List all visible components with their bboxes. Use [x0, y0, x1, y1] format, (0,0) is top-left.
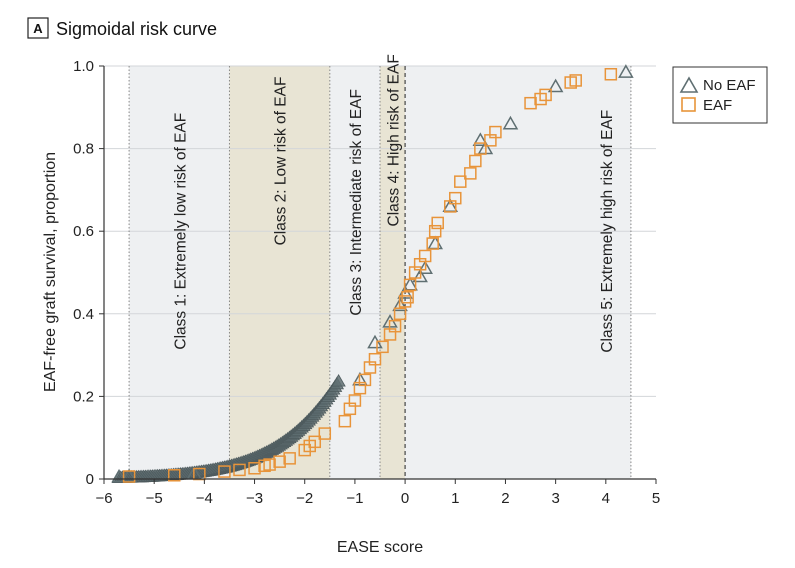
- legend-eaf-label: EAF: [703, 97, 732, 114]
- no-eaf-point-10: [417, 260, 433, 274]
- eaf-point-46: [569, 74, 582, 87]
- eaf-point-32: [428, 224, 442, 238]
- eaf-point-33: [431, 216, 444, 230]
- curve-density-marker-125: [331, 373, 346, 387]
- eaf-point-25: [398, 295, 412, 308]
- eaf-point-21: [376, 340, 389, 354]
- panel-letter-box: [27, 17, 49, 39]
- eaf-point-3: [218, 465, 231, 478]
- y-tick-label-0: 0: [86, 471, 94, 488]
- eaf-point-38: [469, 154, 482, 168]
- eaf-point-26: [401, 291, 414, 304]
- y-tick-label-3: 0.6: [73, 223, 94, 240]
- eaf-point-0: [122, 470, 136, 483]
- eaf-point-1: [168, 469, 181, 482]
- no-eaf-point-15: [502, 115, 519, 130]
- class-label-3: Class 3: Intermediate risk of EAF: [348, 89, 365, 316]
- y-axis-title: EAF-free graft survival, proportion: [42, 152, 59, 392]
- class-region-4: [380, 66, 406, 479]
- x-tick-label-2: −4: [196, 490, 213, 507]
- x-tick-label-0: −6: [95, 490, 112, 507]
- class-region-1: [129, 66, 230, 479]
- x-tick-labels: −6 −5 −4 −3 −2 −1 0 1 2 3 4 5: [95, 490, 660, 507]
- eaf-point-30: [418, 249, 432, 263]
- y-tick-labels: 0 0.2 0.4 0.6 0.8 1.0: [73, 58, 94, 488]
- x-tick-label-7: 1: [451, 490, 459, 507]
- eaf-point-31: [426, 237, 439, 250]
- no-eaf-point-16: [547, 78, 564, 93]
- legend-no-eaf-triangle-icon: [679, 76, 699, 93]
- legend-eaf-square-icon: [681, 97, 696, 112]
- class-label-2: Class 2: Low risk of EAF: [273, 77, 290, 246]
- x-tick-label-1: −5: [146, 490, 163, 507]
- eaf-point-23: [388, 319, 402, 333]
- x-tick-label-11: 5: [652, 490, 660, 507]
- eaf-point-47: [604, 68, 618, 81]
- class-regions: [129, 66, 631, 479]
- x-tick-label-8: 2: [501, 490, 509, 507]
- panel-title: Sigmoidal risk curve: [56, 19, 217, 39]
- x-tick-label-9: 3: [551, 490, 559, 507]
- y-tick-label-4: 0.8: [73, 141, 94, 158]
- y-tick-label-5: 1.0: [73, 58, 94, 75]
- panel-letter: A: [33, 21, 43, 36]
- eaf-point-39: [474, 142, 487, 155]
- legend-box: [672, 66, 768, 124]
- legend-no-eaf-label: No EAF: [703, 77, 756, 94]
- no-eaf-point-6: [392, 297, 408, 312]
- eaf-point-7: [263, 458, 276, 471]
- class-label-4: Class 4: High risk of EAF: [386, 54, 403, 226]
- eaf-point-14: [338, 414, 352, 428]
- class-boundary-lines: [128, 66, 632, 479]
- class-region-5: [405, 66, 631, 479]
- eaf-point-44: [539, 88, 552, 102]
- eaf-point-18: [358, 373, 372, 387]
- class-label-1: Class 1: Extremely low risk of EAF: [172, 113, 189, 350]
- x-tick-label-4: −2: [296, 490, 313, 507]
- eaf-point-5: [248, 462, 261, 475]
- x-tick-label-5: −1: [346, 490, 363, 507]
- y-tick-label-1: 0.2: [73, 388, 94, 405]
- class-label-5: Class 5: Extremely high risk of EAF: [599, 110, 616, 353]
- eaf-point-41: [489, 125, 502, 139]
- eaf-point-4: [233, 463, 246, 477]
- x-tick-label-6: 0: [401, 490, 409, 507]
- axes: [99, 65, 657, 484]
- eaf-point-8: [273, 455, 286, 468]
- no-eaf-point-0: [111, 468, 127, 483]
- eaf-point-42: [524, 96, 537, 110]
- eaf-point-36: [454, 175, 467, 188]
- eaf-point-27: [403, 278, 417, 292]
- y-tick-label-2: 0.4: [73, 306, 94, 323]
- legend: No EAF EAF: [672, 66, 768, 124]
- x-axis-title: EASE score: [337, 539, 423, 556]
- no-eaf-point-9: [412, 268, 428, 283]
- eaf-point-35: [449, 191, 462, 205]
- eaf-point-12: [308, 435, 322, 449]
- eaf-point-13: [318, 427, 332, 440]
- eaf-point-20: [368, 352, 382, 366]
- x-tick-label-10: 4: [602, 490, 610, 507]
- no-eaf-point-13: [472, 132, 489, 146]
- eaf-point-9: [283, 452, 296, 465]
- eaf-point-37: [464, 167, 477, 180]
- no-eaf-point-17: [618, 64, 634, 78]
- x-tick-label-3: −3: [246, 490, 263, 507]
- eaf-point-16: [348, 394, 362, 407]
- eaf-point-24: [393, 307, 407, 321]
- class-labels: Class 1: Extremely low risk of EAF Class …: [172, 54, 616, 352]
- scatter-points: [111, 64, 634, 483]
